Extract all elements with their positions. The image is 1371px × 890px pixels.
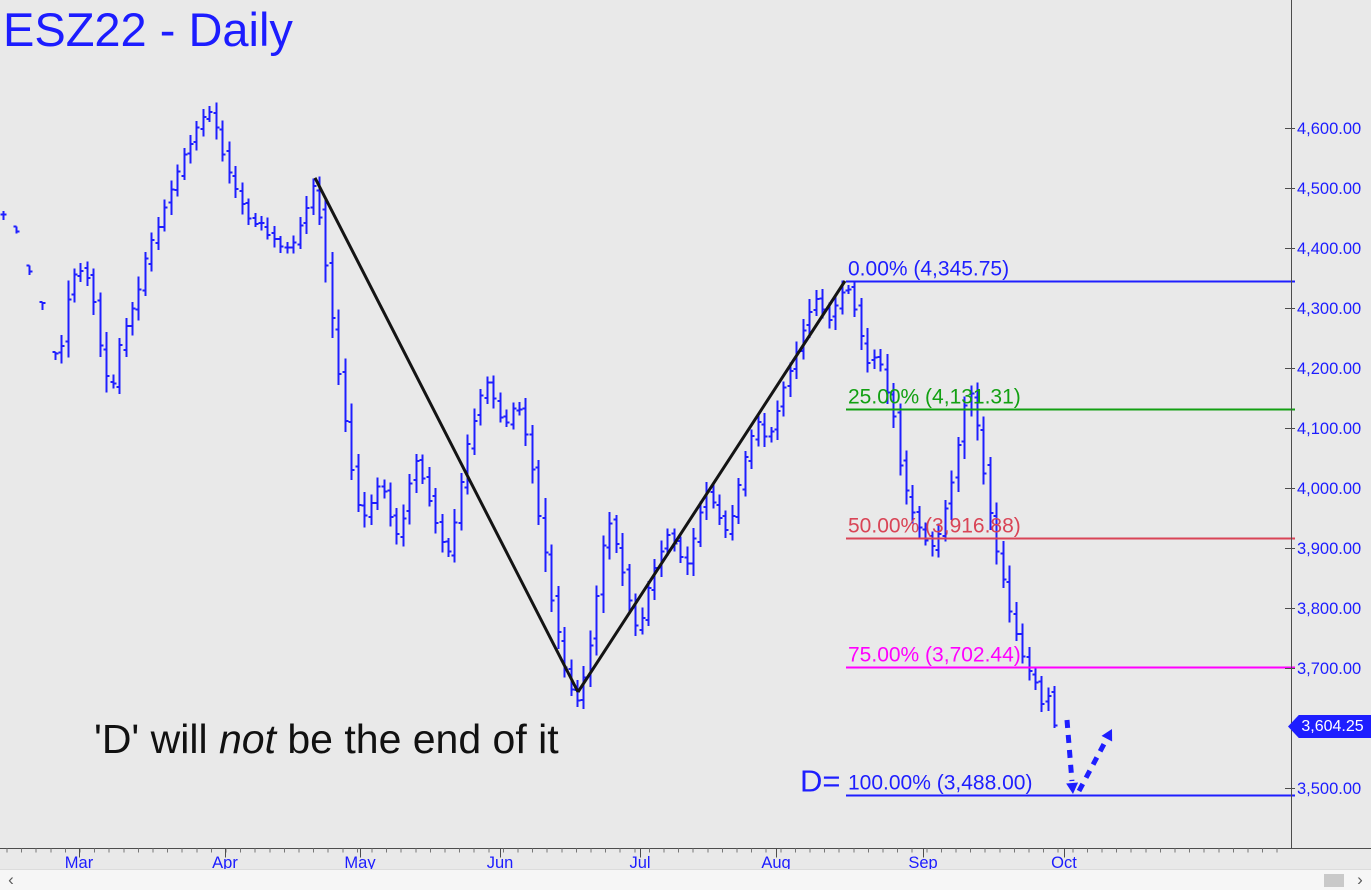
chart-title: ESZ22 - Daily (3, 3, 293, 56)
y-tick-label-4,000.00: 4,000.00 (1297, 480, 1361, 498)
pattern-trendline-1[interactable] (313, 177, 580, 693)
fib-label-75.00%: 75.00% (3,702.44) (848, 644, 1021, 667)
x-month-label-Jul: Jul (629, 854, 650, 872)
y-tick-label-4,300.00: 4,300.00 (1297, 300, 1361, 318)
annotation-text-italic: not (218, 716, 276, 762)
horizontal-scrollbar[interactable]: ‹ › (0, 869, 1371, 890)
forecast-arrow-shaft-down (1064, 719, 1075, 782)
pattern-trendline-2[interactable] (576, 280, 847, 693)
y-tick-label-4,400.00: 4,400.00 (1297, 240, 1361, 258)
fib-label-25.00%: 25.00% (4,131.31) (848, 386, 1021, 409)
scroll-right-icon[interactable]: › (1357, 870, 1363, 889)
y-tick-label-3,700.00: 3,700.00 (1297, 660, 1361, 678)
y-tick-label-4,200.00: 4,200.00 (1297, 360, 1361, 378)
forecast-arrow-head-up (1101, 729, 1113, 742)
fib-label-50.00%: 50.00% (3,916.88) (848, 515, 1021, 538)
scroll-left-icon[interactable]: ‹ (8, 870, 14, 889)
x-month-label-Mar: Mar (65, 854, 94, 872)
ohlc-price-bars (0, 102, 1058, 728)
x-month-label-Aug: Aug (761, 854, 790, 872)
y-tick-label-3,900.00: 3,900.00 (1297, 540, 1361, 558)
y-tick-label-4,100.00: 4,100.00 (1297, 420, 1361, 438)
forecast-arrow-shaft-up (1076, 739, 1109, 793)
y-tick-label-3,800.00: 3,800.00 (1297, 600, 1361, 618)
x-month-label-Oct: Oct (1051, 854, 1077, 872)
y-tick-label-3,500.00: 3,500.00 (1297, 780, 1361, 798)
scrollbar-thumb[interactable] (1324, 874, 1344, 887)
annotation-text-1: 'D' will (94, 716, 219, 762)
forecast-annotation: 'D' will not be the end of it (94, 716, 559, 763)
annotation-text-2: be the end of it (275, 716, 559, 762)
fib-label-100.00%: 100.00% (3,488.00) (848, 772, 1032, 795)
x-month-label-Jun: Jun (487, 854, 514, 872)
fib-label-0.00%: 0.00% (4,345.75) (848, 258, 1009, 281)
forecast-arrow-head-down (1066, 782, 1079, 794)
x-month-label-May: May (344, 854, 376, 872)
y-tick-label-4,600.00: 4,600.00 (1297, 120, 1361, 138)
x-month-label-Apr: Apr (212, 854, 238, 872)
x-month-label-Sep: Sep (908, 854, 937, 872)
last-price-badge: 3,604.25 (1288, 715, 1371, 738)
fib-d-point-label: D= (800, 764, 841, 799)
y-tick-label-4,500.00: 4,500.00 (1297, 180, 1361, 198)
